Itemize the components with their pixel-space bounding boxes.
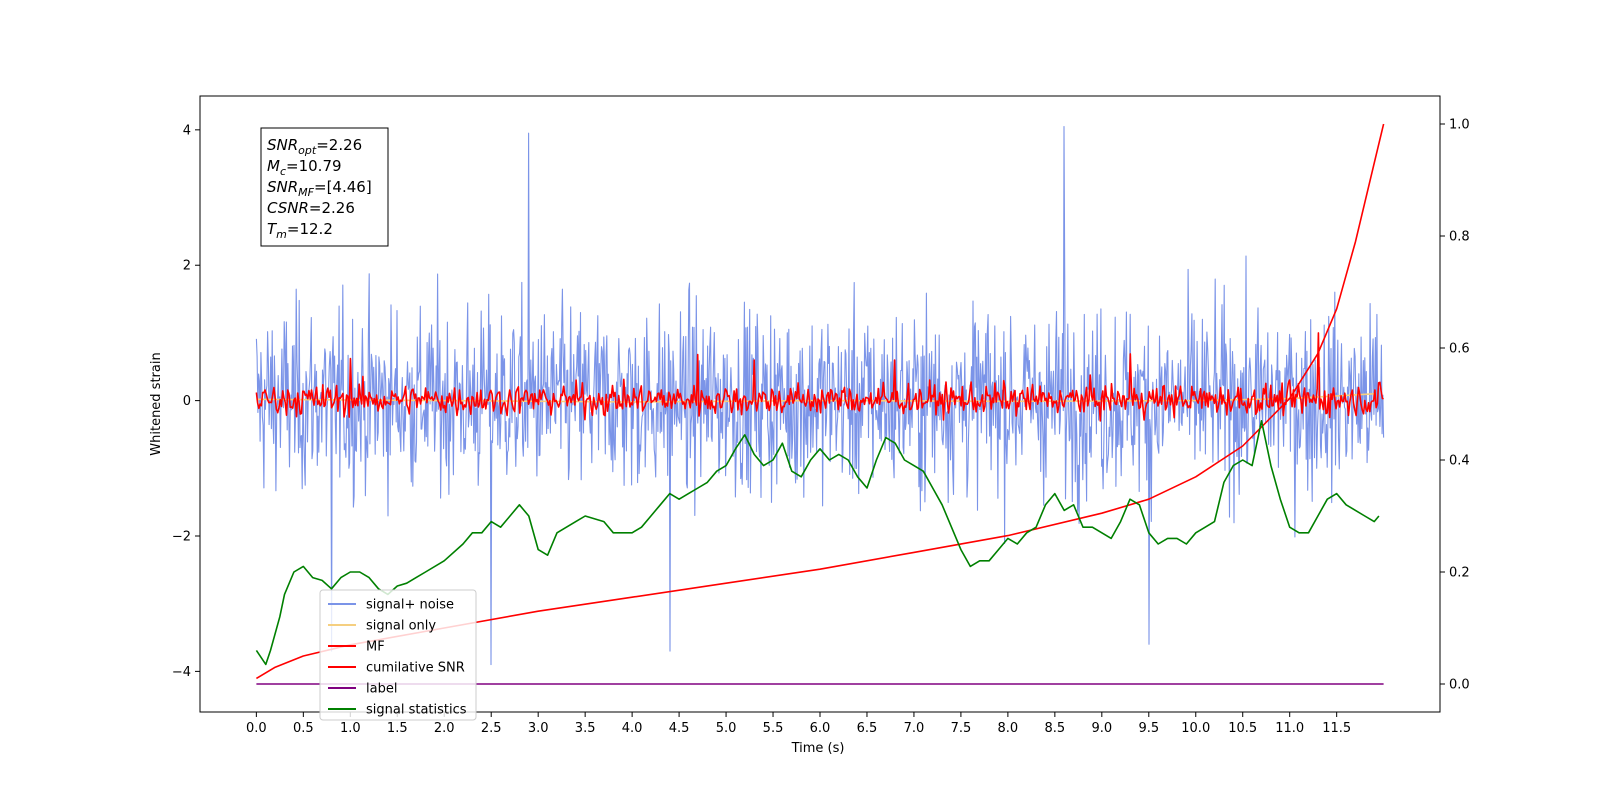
y-tick-label: −4 <box>172 665 191 680</box>
legend-label: signal statistics <box>366 703 467 718</box>
y-tick-label: −2 <box>172 530 191 545</box>
stats-box-frame <box>260 127 389 247</box>
x-tick-label: 7.0 <box>904 721 925 736</box>
x-tick-label: 9.0 <box>1091 721 1112 736</box>
x-tick-label: 11.5 <box>1322 721 1351 736</box>
y-tick-label: 2 <box>183 259 191 274</box>
stat-line: SNRopt=2.26 <box>267 136 362 157</box>
series-mf-line <box>255 332 1384 422</box>
x-tick-label: 2.5 <box>481 721 502 736</box>
stats-box: SNRopt=2.26Mc=10.79SNRMF=[4.46]CSNR=2.26… <box>260 127 389 247</box>
y2-tick-label: 0.4 <box>1449 454 1470 469</box>
x-tick-label: 7.5 <box>951 721 972 736</box>
series-signal-statistics-line <box>255 420 1380 666</box>
x-tick-label: 6.5 <box>857 721 878 736</box>
x-tick-label: 0.5 <box>293 721 314 736</box>
y2-tick-label: 1.0 <box>1449 118 1470 133</box>
x-tick-label: 8.0 <box>998 721 1019 736</box>
x-tick-label: 6.0 <box>810 721 831 736</box>
x-tick-label: 5.0 <box>716 721 737 736</box>
y-tick-label: 0 <box>183 394 191 409</box>
stat-line: SNRMF=[4.46] <box>267 178 372 199</box>
legend-label: label <box>366 682 397 697</box>
legend-label: signal+ noise <box>366 598 454 613</box>
x-tick-label: 1.0 <box>340 721 361 736</box>
x-tick-label: 4.5 <box>669 721 690 736</box>
x-tick-label: 11.0 <box>1275 721 1304 736</box>
x-tick-label: 10.0 <box>1181 721 1210 736</box>
legend-label: MF <box>366 640 385 655</box>
x-tick-label: 4.0 <box>622 721 643 736</box>
legend-label: signal only <box>366 619 436 634</box>
y-tick-label: 4 <box>183 123 191 138</box>
legend: signal+ noise signal only MF cumilative SNR… <box>319 589 477 721</box>
x-tick-label: 3.5 <box>575 721 596 736</box>
y2-tick-label: 0.6 <box>1449 342 1470 357</box>
x-tick-label: 8.5 <box>1045 721 1066 736</box>
y2-tick-label: 0.0 <box>1449 678 1470 693</box>
x-tick-label: 0.0 <box>246 721 267 736</box>
stat-line: CSNR=2.26 <box>267 199 355 217</box>
legend-frame <box>319 589 477 721</box>
x-tick-label: 10.5 <box>1228 721 1257 736</box>
stat-line: Tm=12.2 <box>267 220 333 241</box>
x-tick-label: 3.0 <box>528 721 549 736</box>
x-tick-label: 9.5 <box>1138 721 1159 736</box>
x-tick-label: 2.0 <box>434 721 455 736</box>
x-axis-label: Time (s) <box>791 741 845 756</box>
y-axis-label: Whitened strain <box>149 352 164 455</box>
legend-label: cumilative SNR <box>366 661 465 676</box>
y2-tick-label: 0.2 <box>1449 566 1470 581</box>
y2-tick-label: 0.8 <box>1449 230 1470 245</box>
x-tick-label: 5.5 <box>763 721 784 736</box>
stat-line: Mc=10.79 <box>267 157 342 178</box>
x-tick-label: 1.5 <box>387 721 408 736</box>
